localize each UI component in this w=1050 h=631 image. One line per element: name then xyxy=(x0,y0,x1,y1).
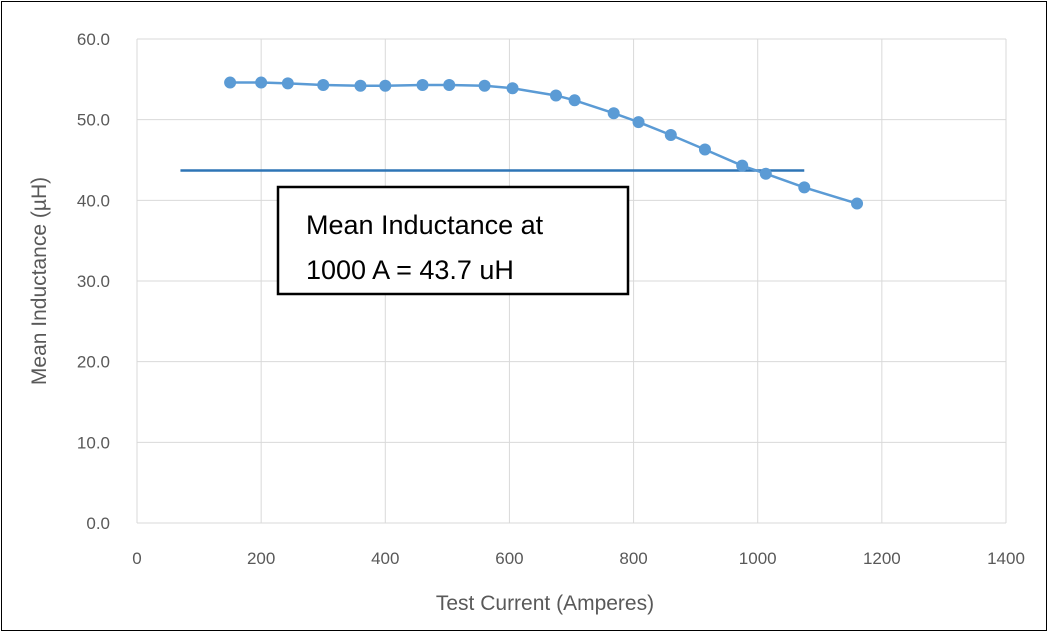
data-point xyxy=(664,128,677,141)
data-point xyxy=(317,78,330,91)
x-tick-label: 800 xyxy=(619,549,647,568)
x-tick-label: 400 xyxy=(371,549,399,568)
y-axis-title: Mean Inductance (µH) xyxy=(28,177,51,385)
x-tick-label: 1400 xyxy=(987,549,1025,568)
x-axis-title: Test Current (Amperes) xyxy=(436,592,654,615)
data-point xyxy=(506,82,519,95)
data-point xyxy=(224,76,237,89)
data-point xyxy=(255,76,268,89)
series-line xyxy=(230,81,858,205)
y-tick-label: 60.0 xyxy=(77,30,110,49)
data-point xyxy=(759,167,772,180)
data-point xyxy=(549,89,562,102)
data-point xyxy=(416,78,429,91)
x-tick-label: 1200 xyxy=(863,549,901,568)
data-point xyxy=(379,79,392,92)
data-point xyxy=(798,181,811,194)
x-tick-label: 1000 xyxy=(739,549,777,568)
data-point xyxy=(281,77,294,90)
y-tick-label: 40.0 xyxy=(77,191,110,210)
data-point xyxy=(607,107,620,120)
data-point xyxy=(478,79,491,92)
x-tick-labels: 0 200 400 600 800 1000 1200 1400 xyxy=(132,549,1025,568)
y-tick-labels: 0.0 10.0 20.0 30.0 40.0 50.0 60.0 xyxy=(77,30,110,533)
data-point xyxy=(354,79,367,92)
data-point xyxy=(568,94,581,107)
data-point xyxy=(736,159,749,172)
x-tick-label: 200 xyxy=(247,549,275,568)
data-point xyxy=(632,116,645,129)
y-tick-label: 0.0 xyxy=(86,514,110,533)
data-point xyxy=(443,78,456,91)
y-tick-label: 30.0 xyxy=(77,272,110,291)
y-tick-label: 50.0 xyxy=(77,111,110,130)
data-point xyxy=(698,143,711,156)
x-tick-label: 0 xyxy=(132,549,141,568)
annotation-line-1: Mean Inductance at xyxy=(306,210,544,240)
annotation-box: Mean Inductance at 1000 A = 43.7 uH xyxy=(276,185,630,296)
annotation-line-2: 1000 A = 43.7 uH xyxy=(306,255,514,285)
y-tick-label: 20.0 xyxy=(77,353,110,372)
data-point xyxy=(851,197,864,210)
x-tick-label: 600 xyxy=(495,549,523,568)
data-series xyxy=(224,76,864,210)
annotation-border xyxy=(276,185,630,296)
y-tick-label: 10.0 xyxy=(77,433,110,452)
